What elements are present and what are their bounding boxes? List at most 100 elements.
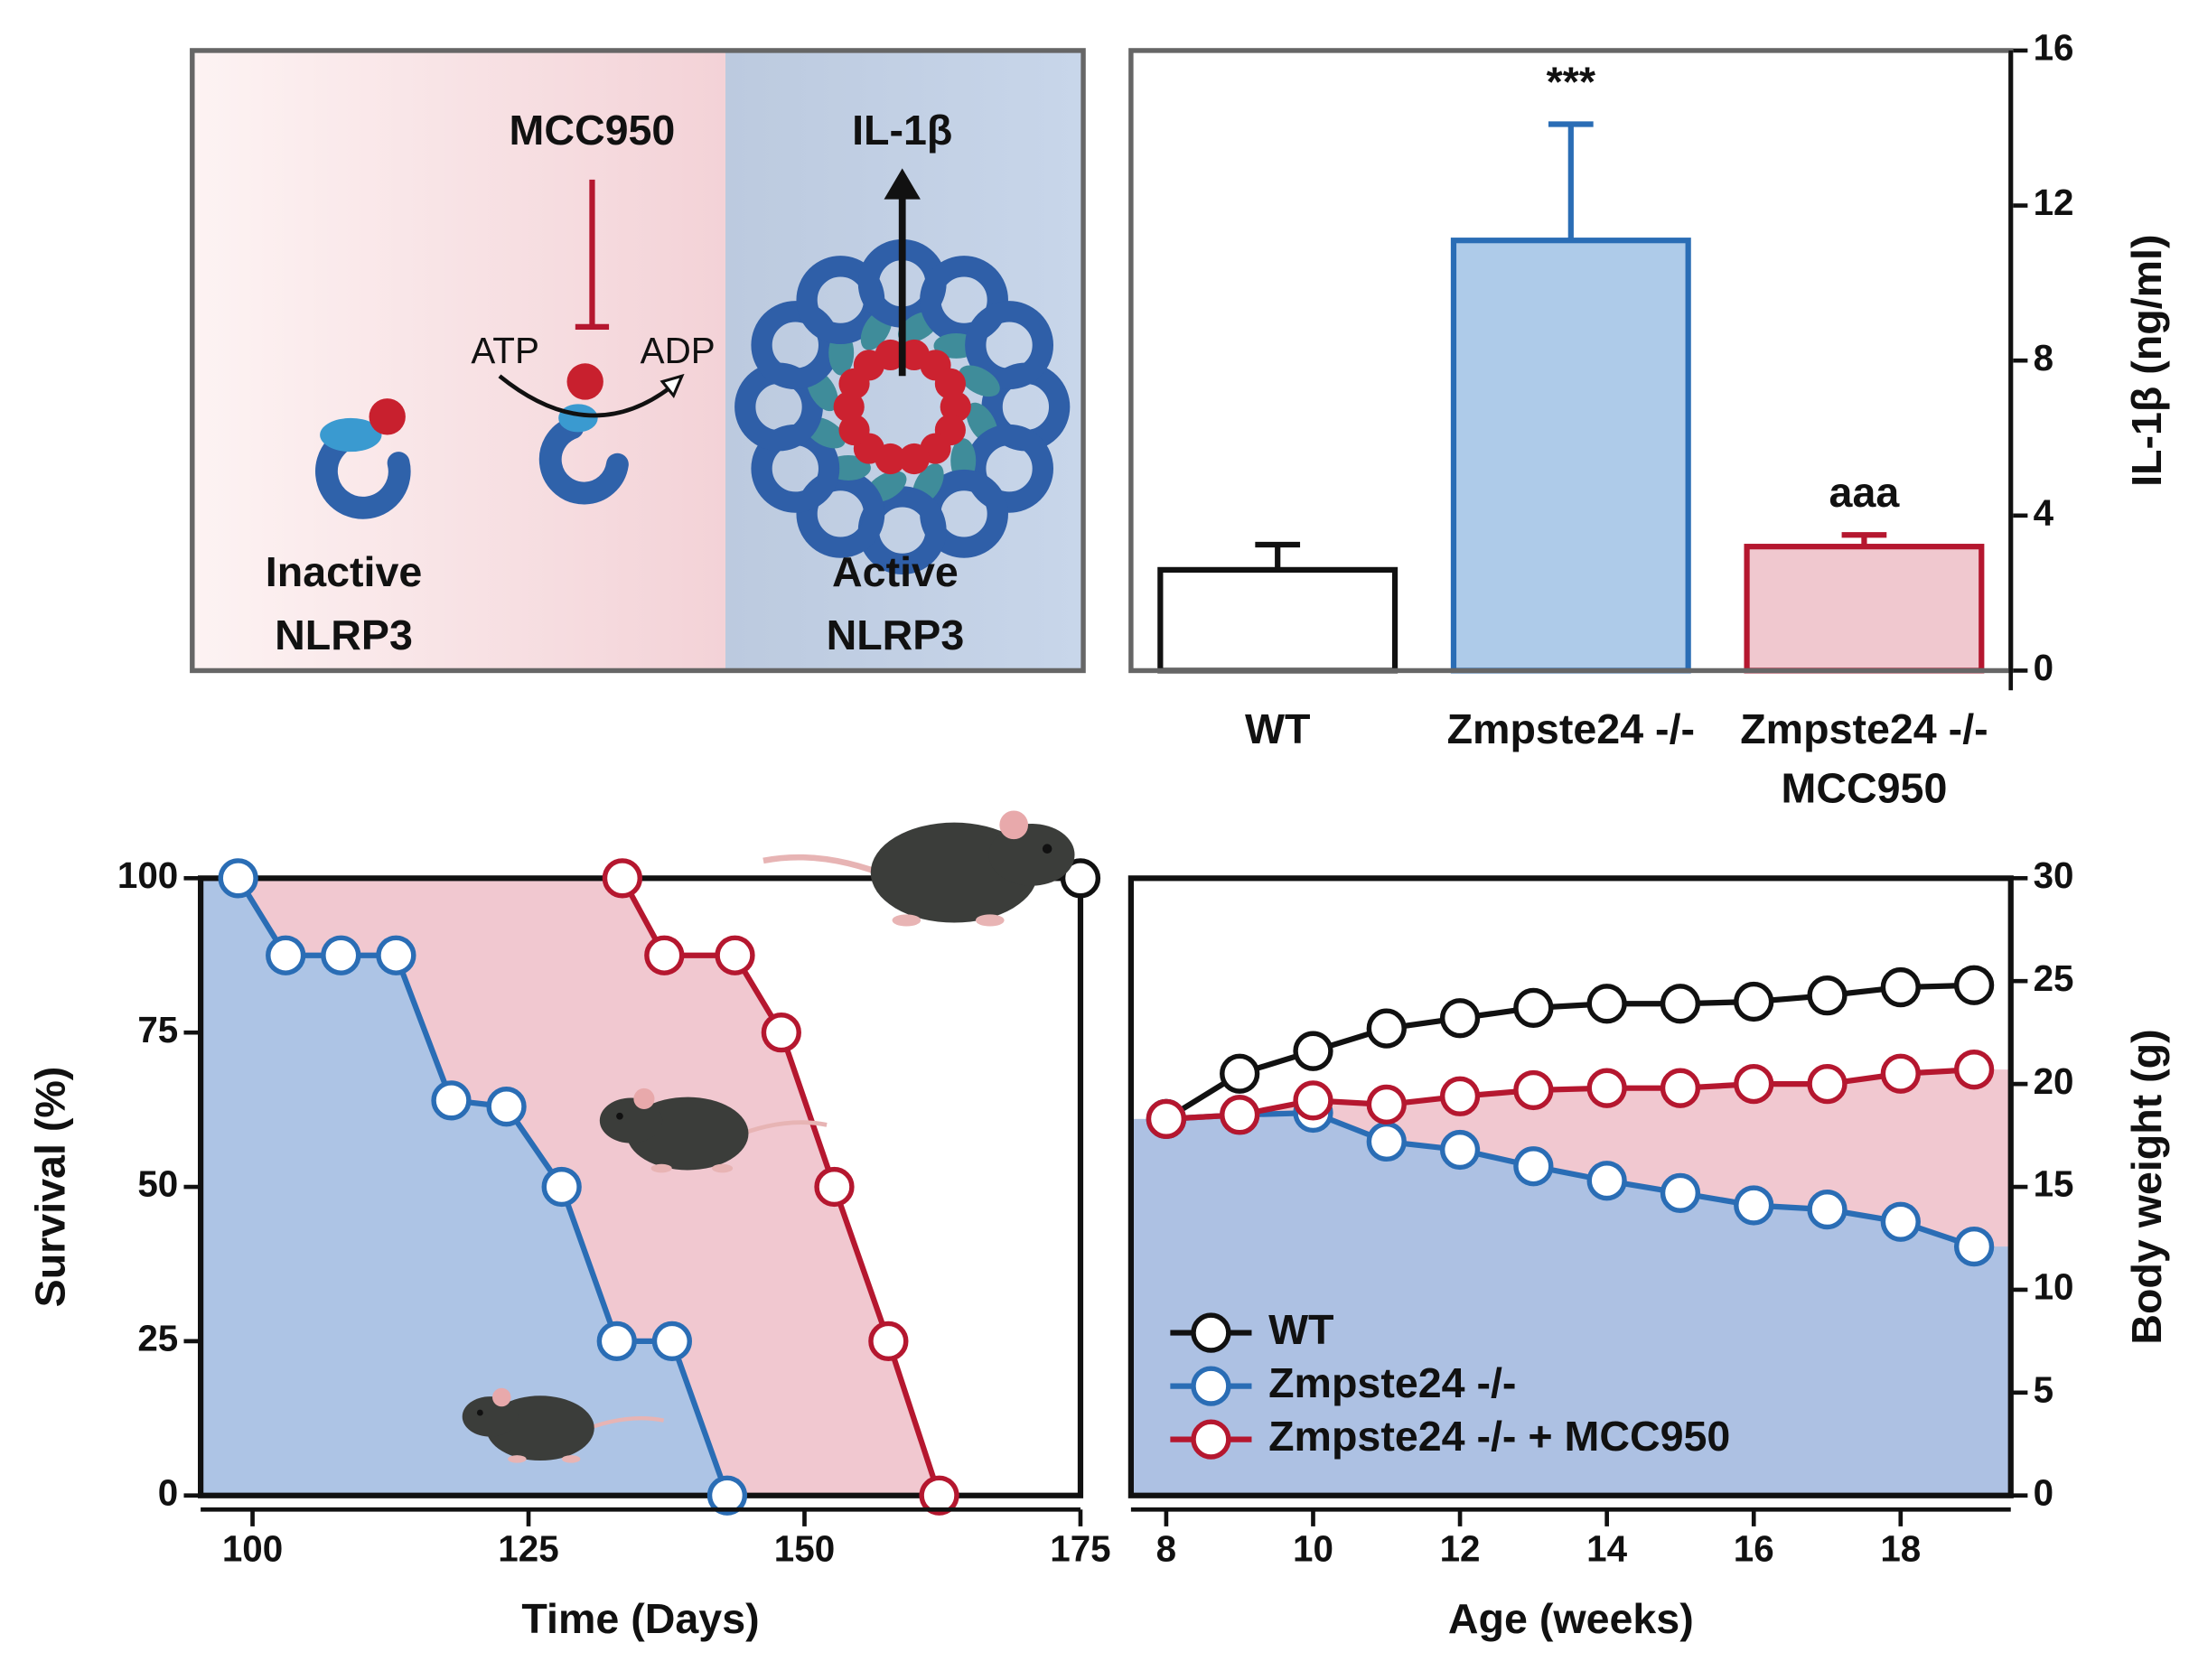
active-label: Active: [832, 548, 959, 595]
point: [761, 1013, 801, 1053]
point: [1880, 1053, 1921, 1094]
ring-subunit: [965, 301, 1054, 390]
x-tick-label: 18: [1880, 1528, 1921, 1570]
y-tick-label: 0: [158, 1471, 178, 1513]
y-tick-label: 30: [2034, 854, 2074, 896]
point: [1220, 1053, 1260, 1094]
mouse-foot: [975, 914, 1005, 927]
y-tick-label: 12: [2034, 182, 2074, 223]
point: [1660, 1068, 1701, 1108]
y-tick-label: 50: [137, 1163, 178, 1205]
point: [321, 935, 361, 975]
y-tick-label: 0: [2034, 1471, 2053, 1513]
area: [201, 878, 1080, 1496]
point: [1807, 1063, 1848, 1105]
point: [596, 1321, 637, 1362]
x-tick-label: 14: [1586, 1528, 1627, 1570]
legend-label: Zmpste24 -/-: [1268, 1359, 1516, 1406]
x-tick-label-box: Zmpste24 -/-: [1446, 706, 1696, 754]
point: [602, 858, 643, 899]
ring-subunit: [920, 256, 1008, 345]
charts: 0 4 8 12 16 IL-1β (ng/ml) WT *** Zmpste24 -/- aaa…: [26, 27, 2169, 1642]
y-tick-label: 15: [2034, 1163, 2074, 1205]
point: [1734, 1063, 1774, 1105]
mouse-head: [988, 823, 1075, 886]
x-tick-label: 10: [1293, 1528, 1333, 1570]
point: [266, 935, 306, 975]
y-tick-label: 16: [2034, 27, 2074, 69]
ring-ball: [934, 368, 966, 399]
x-tick-label: 125: [498, 1528, 558, 1570]
reaction-arrow: [498, 374, 672, 418]
point: [651, 1321, 692, 1362]
y-tick-label: 10: [2034, 1266, 2074, 1308]
point: [1439, 1129, 1481, 1171]
ring-ball: [940, 391, 971, 423]
mouse-ear: [633, 1087, 655, 1110]
active-label: NLRP3: [827, 611, 965, 658]
point: [1220, 1095, 1260, 1135]
x-tick-label: Zmpste24 -/- MCC950: [1740, 706, 1988, 813]
reaction-arrowhead: [660, 373, 685, 399]
point: [1439, 998, 1481, 1039]
y-tick-label: 25: [2034, 957, 2074, 999]
inactive-background: [192, 50, 726, 671]
mouse-ear: [492, 1387, 511, 1407]
mouse-foot: [892, 914, 921, 927]
x-tick-label: 100: [222, 1528, 283, 1570]
legend-label: Zmpste24 -/- + MCC950: [1268, 1413, 1730, 1460]
mouse-eye: [616, 1112, 623, 1120]
x-tick-label: 12: [1440, 1528, 1481, 1570]
byproduct-label: ADP: [641, 330, 716, 371]
y-tick-label: 25: [137, 1318, 178, 1359]
inactive-label: NLRP3: [275, 611, 413, 658]
point: [1734, 981, 1774, 1022]
point: [1953, 1050, 1995, 1090]
ring-ball: [838, 414, 870, 446]
bar: [1157, 566, 1399, 674]
x-tick-label: 8: [1156, 1528, 1176, 1570]
point: [1513, 1069, 1554, 1111]
y-tick-label: 4: [2034, 491, 2054, 533]
ring-subunit: [751, 301, 840, 390]
x-tick-label-box: Zmpste24 -/- MCC950: [1740, 706, 1988, 813]
point: [1293, 1031, 1333, 1071]
point: [1586, 1161, 1627, 1201]
mouse-foot: [650, 1163, 672, 1173]
y-tick-label: 0: [2034, 647, 2053, 688]
ring-domain: [959, 365, 1000, 397]
inactive-nlrp3-ball: [369, 398, 406, 435]
ring-ball: [875, 339, 906, 370]
point: [1513, 1146, 1554, 1187]
point: [644, 935, 685, 975]
mice: [462, 810, 1075, 1463]
y-axis-title: Body weight (g): [2123, 1029, 2170, 1344]
mouse-eye: [476, 1409, 483, 1416]
mouse-foot: [712, 1163, 734, 1173]
point: [1366, 1008, 1407, 1049]
point: [868, 1321, 909, 1362]
inactive-nlrp3-domain: [320, 417, 382, 453]
point: [1146, 1098, 1187, 1139]
annotation: aaa: [1829, 469, 1901, 516]
point: [1734, 1185, 1774, 1226]
x-tick-label: Zmpste24 -/-: [1446, 706, 1696, 754]
bar: [1744, 544, 1985, 674]
legend-label: WT: [1268, 1306, 1333, 1353]
line: [236, 876, 730, 1497]
inactive-label: Inactive: [266, 548, 422, 595]
legend-marker: [1191, 1312, 1231, 1353]
mouse-eye: [1042, 844, 1052, 854]
point: [1660, 1172, 1701, 1213]
point: [1513, 987, 1554, 1028]
point: [431, 1080, 472, 1121]
x-tick-label: 16: [1734, 1528, 1774, 1570]
point: [1880, 966, 1921, 1008]
diagram-panel: MCC950 IL-1β ATP ADP Inactive NLRP3 Acti…: [190, 48, 1086, 674]
legend-marker: [1191, 1419, 1231, 1460]
point: [1366, 1121, 1407, 1162]
ring-subunit: [796, 469, 885, 558]
ring-ball: [898, 443, 930, 475]
y-tick-label: 100: [117, 854, 178, 896]
